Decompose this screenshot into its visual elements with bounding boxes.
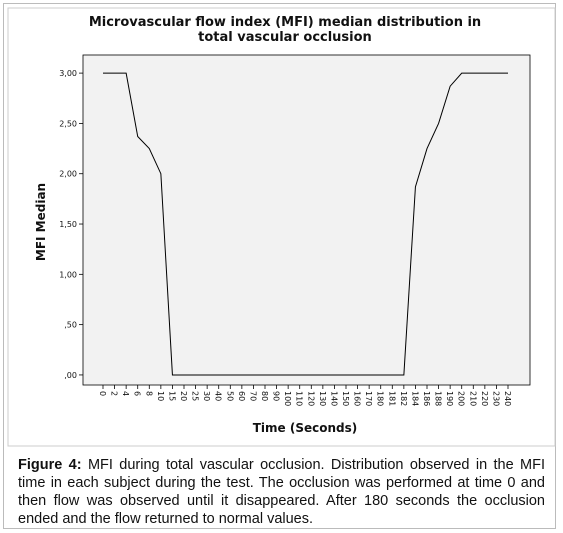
x-tick-label: 220 [480, 391, 489, 406]
x-tick-label: 210 [468, 391, 477, 406]
x-tick-label: 120 [306, 391, 315, 406]
caption: Figure 4: MFI during total vascular occl… [18, 456, 545, 528]
caption-label: Figure 4: [18, 457, 82, 473]
x-tick-label: 160 [353, 391, 362, 406]
x-tick-label: 182 [399, 391, 408, 406]
x-tick-label: 80 [260, 391, 269, 401]
x-tick-label: 181 [387, 391, 396, 406]
y-tick-label: 1,50 [59, 220, 77, 229]
x-tick-label: 100 [283, 391, 292, 406]
y-axis-label: MFI Median [34, 183, 48, 261]
x-tick-label: 110 [295, 391, 304, 406]
x-tick-label: 150 [341, 391, 350, 406]
x-tick-label: 240 [503, 391, 512, 406]
x-tick-label: 10 [156, 391, 165, 401]
x-axis-label: Time (Seconds) [253, 421, 358, 435]
x-tick-label: 60 [237, 391, 246, 401]
x-tick-label: 40 [214, 391, 223, 401]
chart-title: Microvascular flow index (MFI) median di… [89, 15, 481, 30]
x-tick-label: 188 [434, 391, 443, 406]
x-tick-label: 170 [364, 391, 373, 406]
caption-text: MFI during total vascular occlusion. Dis… [18, 457, 545, 527]
x-tick-label: 130 [318, 391, 327, 406]
y-tick-label: 3,00 [59, 69, 77, 78]
plot-area [82, 54, 531, 386]
x-tick-label: 2 [110, 391, 119, 396]
x-tick-label: 6 [133, 391, 142, 396]
x-tick-label: 4 [121, 391, 130, 396]
chart-title: total vascular occlusion [198, 30, 372, 45]
x-tick-label: 90 [272, 391, 281, 401]
x-tick-label: 50 [225, 391, 234, 401]
y-tick-label: ,50 [64, 321, 77, 330]
x-tick-label: 8 [144, 391, 153, 396]
line [103, 72, 508, 376]
x-tick-label: 20 [179, 391, 188, 401]
x-tick-label: 0 [98, 391, 107, 396]
x-tick-label: 25 [191, 391, 200, 401]
y-tick-label: ,00 [64, 371, 77, 380]
chart: Microvascular flow index (MFI) median di… [7, 7, 556, 447]
x-tick-label: 30 [202, 391, 211, 401]
x-tick-label: 140 [329, 391, 338, 406]
x-tick-label: 184 [410, 391, 419, 406]
y-tick-label: 1,00 [59, 270, 77, 279]
x-tick-label: 15 [167, 391, 176, 401]
y-tick-label: 2,50 [59, 119, 77, 128]
x-tick-label: 186 [422, 391, 431, 406]
y-tick-label: 2,00 [59, 170, 77, 179]
x-tick-label: 230 [491, 391, 500, 406]
x-tick-label: 180 [376, 391, 385, 406]
x-tick-label: 190 [445, 391, 454, 406]
x-tick-label: 200 [457, 391, 466, 406]
x-tick-label: 70 [248, 391, 257, 401]
